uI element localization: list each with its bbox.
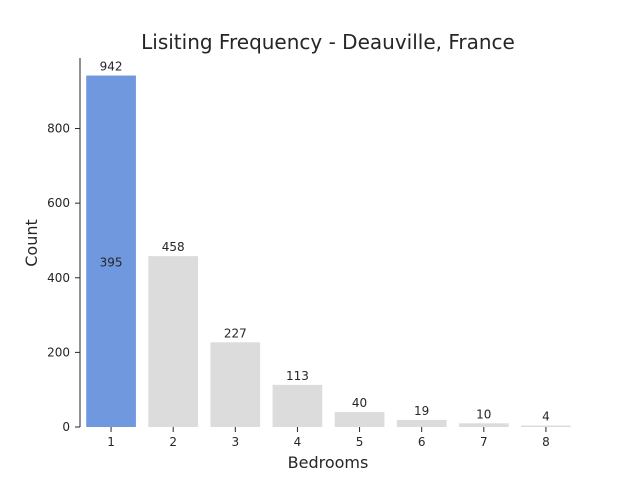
bar-2: [148, 256, 199, 427]
x-axis-label: Bedrooms: [288, 453, 369, 472]
y-axis-label: Count: [22, 219, 41, 267]
annotation-label: 395: [100, 255, 123, 269]
y-tick-label-800: 800: [47, 122, 70, 136]
data-label-7: 10: [476, 407, 491, 421]
data-label-2: 458: [162, 240, 185, 254]
bar-4: [272, 384, 323, 427]
x-axis: 1 2 3 4 5 6 7 8: [107, 427, 550, 449]
x-tick-label-6: 6: [418, 435, 426, 449]
data-label-1: 942: [100, 60, 123, 74]
x-tick-label-3: 3: [231, 435, 239, 449]
x-tick-label-4: 4: [294, 435, 302, 449]
bars-group: 942 458 227 113 40 19 10 4 395: [86, 60, 571, 428]
x-tick-label-2: 2: [169, 435, 177, 449]
data-label-5: 40: [352, 396, 367, 410]
chart-title: Lisiting Frequency - Deauville, France: [141, 30, 515, 54]
bar-1: [86, 75, 136, 428]
x-tick-label-8: 8: [542, 435, 550, 449]
bar-6: [396, 419, 447, 427]
bar-3: [210, 342, 261, 427]
y-tick-label-200: 200: [47, 345, 70, 359]
y-tick-label-600: 600: [47, 196, 70, 210]
data-label-4: 113: [286, 369, 309, 383]
y-tick-label-0: 0: [62, 420, 70, 434]
x-tick-label-7: 7: [480, 435, 488, 449]
data-label-3: 227: [224, 326, 247, 340]
data-label-8: 4: [542, 410, 550, 424]
bar-8: [521, 425, 571, 427]
y-axis: 0 200 400 600 800: [47, 58, 81, 434]
bar-5: [334, 412, 385, 427]
x-tick-label-5: 5: [356, 435, 364, 449]
bar-7: [458, 423, 509, 427]
y-tick-label-400: 400: [47, 271, 70, 285]
data-label-6: 19: [414, 404, 429, 418]
x-tick-label-1: 1: [107, 435, 115, 449]
